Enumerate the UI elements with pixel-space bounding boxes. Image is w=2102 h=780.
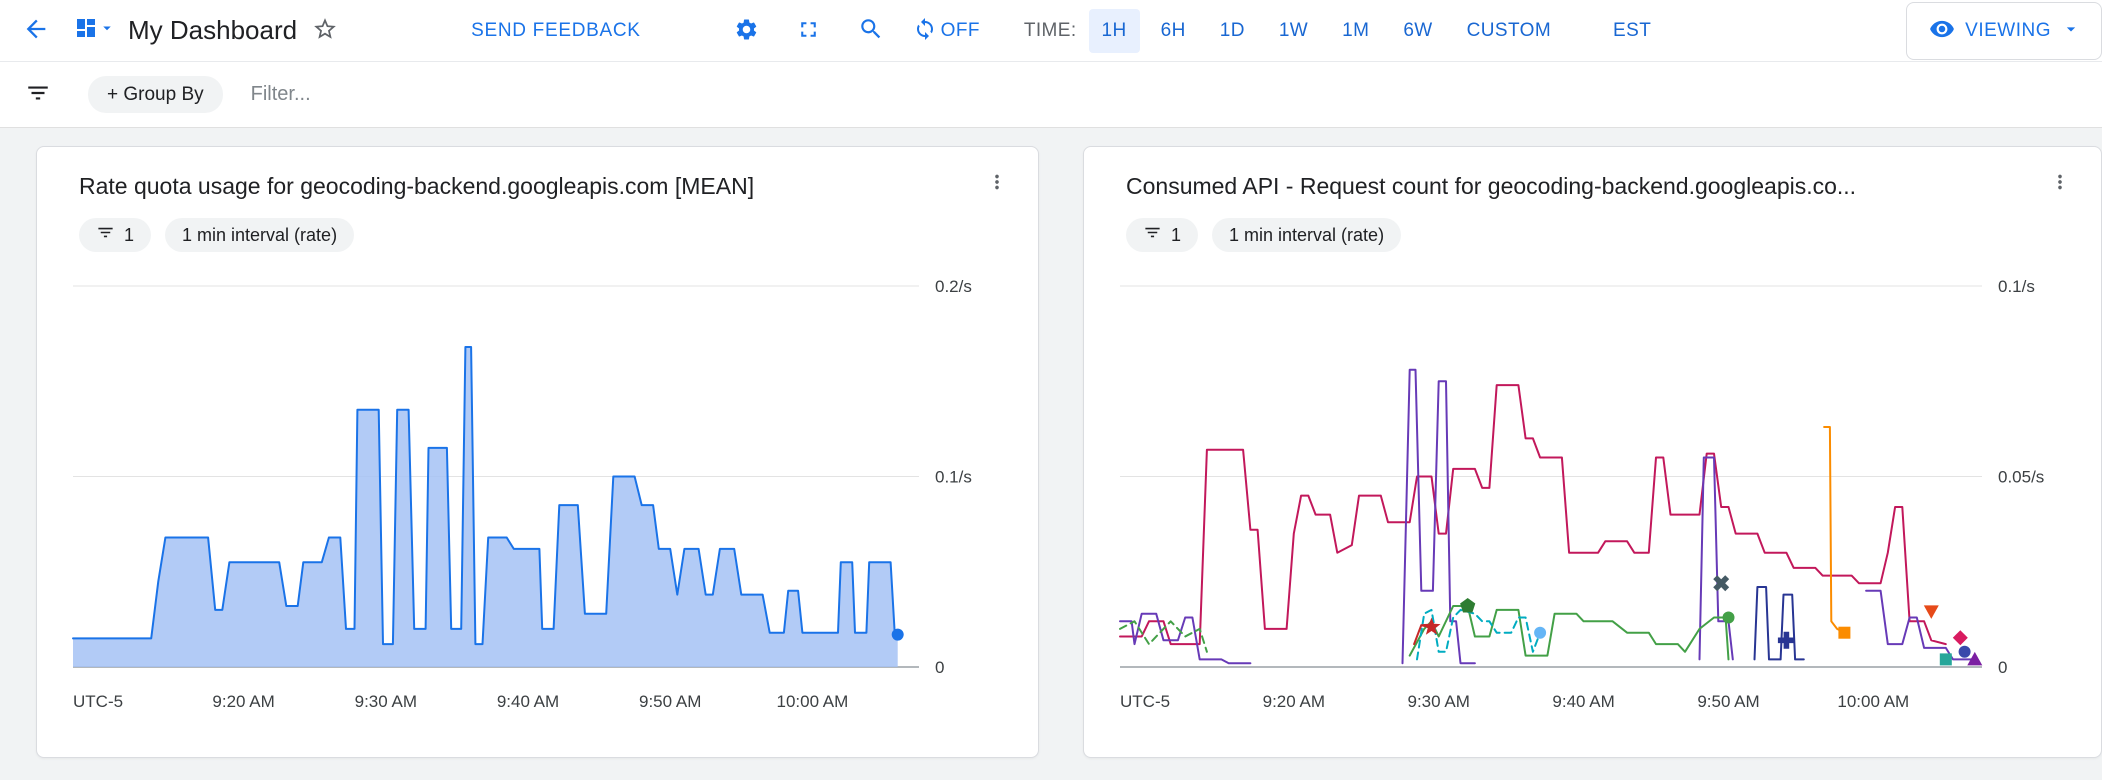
time-range-1m[interactable]: 1M bbox=[1329, 9, 1382, 53]
filter-bar: + Group By bbox=[0, 62, 2102, 128]
filter-funnel-icon bbox=[1143, 223, 1162, 247]
svg-text:9:30 AM: 9:30 AM bbox=[355, 692, 417, 711]
interval-chip[interactable]: 1 min interval (rate) bbox=[165, 218, 355, 252]
card-title: Consumed API - Request count for geocodi… bbox=[1126, 173, 1857, 199]
more-vert-icon bbox=[2049, 174, 2071, 196]
eye-icon bbox=[1929, 16, 1955, 47]
svg-text:UTC-5: UTC-5 bbox=[1120, 692, 1170, 711]
zoom-search-icon bbox=[858, 16, 884, 45]
card-title: Rate quota usage for geocoding-backend.g… bbox=[79, 173, 755, 199]
gear-icon bbox=[734, 17, 759, 45]
svg-text:0.1/s: 0.1/s bbox=[1998, 277, 2035, 296]
settings-button[interactable] bbox=[725, 9, 769, 53]
chevron-down-icon bbox=[2061, 19, 2081, 44]
svg-text:10:00 AM: 10:00 AM bbox=[776, 692, 848, 711]
filter-count-label: 1 bbox=[1171, 224, 1182, 245]
filter-count-chip[interactable]: 1 bbox=[79, 218, 152, 252]
time-label: TIME: bbox=[1023, 19, 1077, 41]
svg-text:0.05/s: 0.05/s bbox=[1998, 468, 2044, 487]
dashboard-icon bbox=[74, 16, 98, 45]
svg-text:UTC-5: UTC-5 bbox=[73, 692, 123, 711]
svg-text:9:30 AM: 9:30 AM bbox=[1408, 692, 1470, 711]
back-button[interactable] bbox=[14, 9, 58, 53]
time-range-selector: 1H 6H 1D 1W 1M 6W CUSTOM bbox=[1088, 8, 1565, 53]
zoom-search-button[interactable] bbox=[849, 9, 893, 53]
back-arrow-icon bbox=[22, 15, 50, 46]
dashboard-canvas: Rate quota usage for geocoding-backend.g… bbox=[0, 128, 2102, 780]
send-feedback-link[interactable]: SEND FEEDBACK bbox=[465, 19, 647, 43]
favorite-star-button[interactable] bbox=[303, 9, 347, 53]
group-by-chip[interactable]: + Group By bbox=[88, 76, 223, 113]
time-range-6w[interactable]: 6W bbox=[1390, 9, 1445, 53]
top-toolbar: My Dashboard SEND FEEDBACK OFF TIME: bbox=[0, 0, 2102, 62]
viewing-label: VIEWING bbox=[1965, 20, 2051, 41]
fullscreen-button[interactable] bbox=[787, 9, 831, 53]
chevron-down-icon bbox=[98, 19, 116, 42]
refresh-icon bbox=[913, 17, 937, 44]
time-range-1d[interactable]: 1D bbox=[1207, 9, 1258, 53]
svg-text:0.2/s: 0.2/s bbox=[935, 277, 972, 296]
time-range-custom[interactable]: CUSTOM bbox=[1454, 9, 1564, 53]
svg-text:0: 0 bbox=[1998, 658, 2007, 677]
time-range-1h[interactable]: 1H bbox=[1088, 8, 1140, 53]
auto-refresh-label: OFF bbox=[940, 19, 980, 41]
timezone-button[interactable]: EST bbox=[1600, 9, 1664, 53]
svg-text:9:50 AM: 9:50 AM bbox=[639, 692, 701, 711]
interval-chip[interactable]: 1 min interval (rate) bbox=[1212, 218, 1402, 252]
svg-text:9:40 AM: 9:40 AM bbox=[1552, 692, 1614, 711]
chart-card-consumed-api: Consumed API - Request count for geocodi… bbox=[1083, 146, 2102, 758]
chart-card-rate-quota: Rate quota usage for geocoding-backend.g… bbox=[36, 146, 1039, 758]
fullscreen-icon bbox=[796, 17, 821, 45]
time-range-6h[interactable]: 6H bbox=[1148, 9, 1199, 53]
auto-refresh-button[interactable]: OFF bbox=[907, 9, 986, 53]
star-icon bbox=[312, 16, 338, 45]
chart-consumed-api[interactable]: 0.1/s 0.05/s 0 UTC-5 9:20 AM 9:30 AM 9:40 AM 9:… bbox=[1108, 256, 2077, 739]
filter-funnel-icon bbox=[96, 223, 115, 247]
filter-count-chip[interactable]: 1 bbox=[1126, 218, 1199, 252]
svg-text:0.1/s: 0.1/s bbox=[935, 468, 972, 487]
svg-text:9:20 AM: 9:20 AM bbox=[1263, 692, 1325, 711]
viewing-dropdown[interactable]: VIEWING bbox=[1906, 2, 2102, 60]
svg-text:10:00 AM: 10:00 AM bbox=[1837, 692, 1909, 711]
svg-text:9:40 AM: 9:40 AM bbox=[497, 692, 559, 711]
dashboard-picker[interactable] bbox=[74, 16, 116, 45]
svg-text:9:50 AM: 9:50 AM bbox=[1697, 692, 1759, 711]
page-title: My Dashboard bbox=[128, 15, 298, 45]
svg-text:0: 0 bbox=[935, 658, 944, 677]
card-menu-button[interactable] bbox=[2043, 171, 2077, 196]
time-range-1w[interactable]: 1W bbox=[1266, 9, 1321, 53]
filter-count-label: 1 bbox=[124, 224, 135, 245]
filter-list-button[interactable] bbox=[16, 73, 60, 117]
card-menu-button[interactable] bbox=[980, 171, 1014, 196]
svg-text:9:20 AM: 9:20 AM bbox=[212, 692, 274, 711]
more-vert-icon bbox=[986, 174, 1008, 196]
filter-input[interactable] bbox=[248, 82, 669, 107]
filter-funnel-icon bbox=[25, 80, 51, 109]
chart-rate-quota[interactable]: 0.2/s 0.1/s 0 UTC-5 9:20 AM 9:30 AM 9:40 AM 9:5… bbox=[61, 256, 1014, 739]
